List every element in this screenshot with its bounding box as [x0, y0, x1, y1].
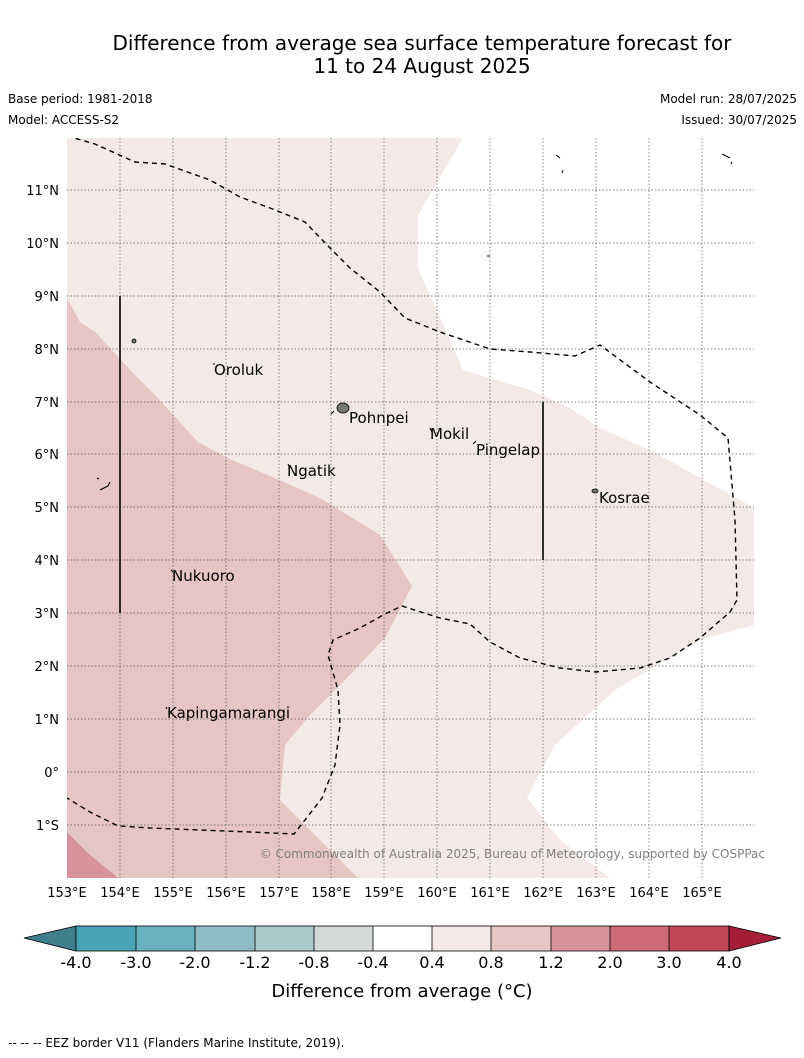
- lon-label: 162°E: [523, 886, 563, 901]
- lon-label: 157°E: [259, 886, 299, 901]
- colorbar-tick: -1.2: [239, 953, 270, 972]
- chart-title: Difference from average sea surface temp…: [0, 32, 804, 78]
- place-labels: Oroluk Pohnpei Mokil Pingelap Ngatik Kos…: [167, 361, 650, 722]
- lat-label: 1°S: [36, 819, 59, 834]
- colorbar-tick: 4.0: [716, 953, 741, 972]
- lat-label: 2°N: [35, 660, 60, 675]
- colorbar-swatch: [610, 926, 669, 951]
- copyright-notice: © Commonwealth of Australia 2025, Bureau…: [260, 847, 765, 861]
- place-mokil: Mokil: [430, 425, 469, 443]
- base-period: Base period: 1981-2018: [8, 92, 153, 106]
- colorbar-swatch: [76, 926, 136, 951]
- colorbar-tick: 3.0: [656, 953, 681, 972]
- colorbar-tick: -0.4: [357, 953, 388, 972]
- latitude-labels: 11°N 10°N 9°N 8°N 7°N 6°N 5°N 4°N 3°N 2°…: [26, 184, 59, 834]
- anomaly-band-0.8-1.2: [67, 298, 412, 878]
- lon-label: 156°E: [206, 886, 246, 901]
- lon-label: 159°E: [364, 886, 404, 901]
- lat-label: 9°N: [35, 290, 60, 305]
- small-island-icon: [131, 338, 137, 344]
- colorbar-tick: -4.0: [60, 953, 91, 972]
- lon-label: 163°E: [576, 886, 616, 901]
- colorbar-label: Difference from average (°C): [271, 981, 532, 1002]
- lat-label: 10°N: [26, 237, 59, 252]
- lat-label: 11°N: [26, 184, 59, 199]
- colorbar-tick: 2.0: [597, 953, 622, 972]
- model-name: Model: ACCESS-S2: [8, 113, 120, 127]
- lon-label: 160°E: [417, 886, 457, 901]
- lon-label: 155°E: [153, 886, 193, 901]
- place-ngatik: Ngatik: [287, 462, 336, 480]
- pohnpei-island-icon: [336, 402, 350, 414]
- kosrae-island-icon: [591, 488, 599, 494]
- graticule: [67, 138, 754, 878]
- lon-label: 153°E: [47, 886, 87, 901]
- place-nukuoro: Nukuoro: [172, 567, 235, 585]
- colorbar-swatch: [314, 926, 373, 951]
- lon-label: 161°E: [470, 886, 510, 901]
- colorbar-swatch: [551, 926, 610, 951]
- anomaly-fields: [67, 138, 754, 878]
- colorbar-tick: -3.0: [120, 953, 151, 972]
- colorbar-swatch: [255, 926, 314, 951]
- colorbar: -4.0 -3.0 -2.0 -1.2 -0.8 -0.4 0.4 0.8 1.…: [23, 925, 782, 1002]
- place-pingelap: Pingelap: [476, 441, 540, 459]
- eez-border: [67, 138, 738, 835]
- lat-label: 6°N: [35, 448, 60, 463]
- issued-date: Issued: 30/07/2025: [681, 113, 797, 127]
- lat-label: 0°: [44, 766, 59, 781]
- colorbar-extend-low: [23, 925, 77, 952]
- lat-label: 8°N: [35, 343, 60, 358]
- lat-label: 3°N: [35, 607, 60, 622]
- place-kosrae: Kosrae: [599, 489, 650, 507]
- colorbar-swatch: [491, 926, 551, 951]
- lat-label: 7°N: [35, 396, 60, 411]
- model-run: Model run: 28/07/2025: [659, 92, 797, 106]
- region-lines: [119, 296, 544, 613]
- colorbar-ticks: -4.0 -3.0 -2.0 -1.2 -0.8 -0.4 0.4 0.8 1.…: [60, 953, 741, 972]
- colorbar-tick: 0.4: [419, 953, 444, 972]
- colorbar-tick: 0.8: [478, 953, 503, 972]
- lat-label: 5°N: [35, 501, 60, 516]
- place-pohnpei: Pohnpei: [349, 409, 409, 427]
- colorbar-tick: -2.0: [179, 953, 210, 972]
- lon-label: 164°E: [629, 886, 669, 901]
- colorbar-tick: 1.2: [538, 953, 563, 972]
- islands: [96, 153, 733, 710]
- atoll-marks: [96, 153, 733, 710]
- colorbar-swatch: [373, 926, 432, 951]
- eez-footnote: -- -- -- EEZ border V11 (Flanders Marine…: [8, 1036, 345, 1050]
- forecast-map: Oroluk Pohnpei Mokil Pingelap Ngatik Kos…: [23, 138, 782, 1002]
- lat-label: 4°N: [35, 554, 60, 569]
- colorbar-swatch: [195, 926, 255, 951]
- place-oroluk: Oroluk: [214, 361, 263, 379]
- anomaly-band-1.2-2.0: [67, 832, 118, 878]
- colorbar-tick: -0.8: [298, 953, 329, 972]
- lon-label: 158°E: [311, 886, 351, 901]
- lon-label: 165°E: [682, 886, 722, 901]
- longitude-labels: 153°E 154°E 155°E 156°E 157°E 158°E 159°…: [47, 886, 722, 901]
- place-kapingamarangi: Kapingamarangi: [167, 704, 290, 722]
- lon-label: 154°E: [100, 886, 140, 901]
- lat-label: 1°N: [35, 713, 60, 728]
- title-line-2: 11 to 24 August 2025: [313, 54, 531, 78]
- colorbar-dividers: [135, 926, 670, 951]
- colorbar-extend-high: [728, 925, 782, 952]
- colorbar-swatch: [432, 926, 491, 951]
- title-line-1: Difference from average sea surface temp…: [112, 31, 732, 55]
- colorbar-swatch: [669, 926, 729, 951]
- colorbar-swatch: [136, 926, 195, 951]
- colorbar-outline: [75, 925, 730, 952]
